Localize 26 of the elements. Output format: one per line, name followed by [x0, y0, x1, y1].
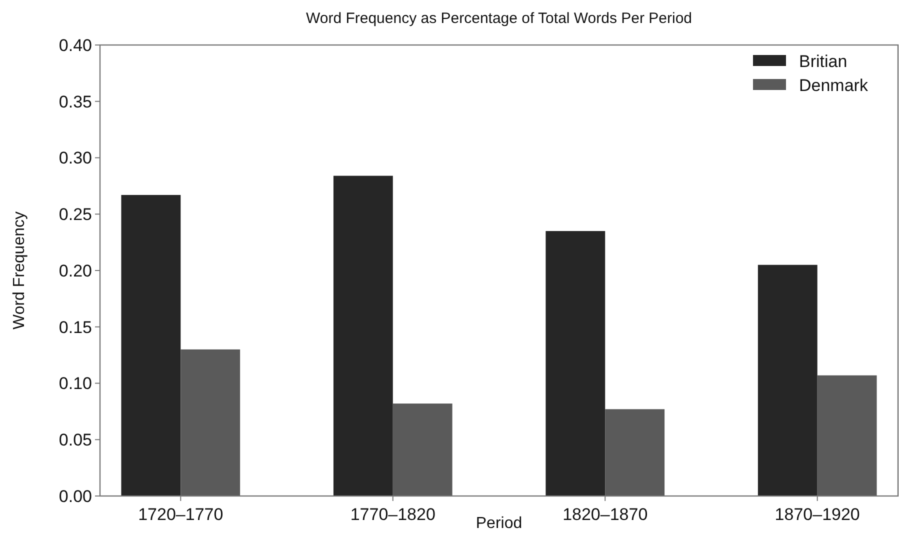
bar: [333, 176, 393, 496]
bar: [546, 231, 606, 496]
y-tick-label: 0.00: [58, 486, 92, 506]
x-tick-label: 1870–1920: [774, 505, 860, 524]
chart-title: Word Frequency as Percentage of Total Words Per Period: [306, 10, 692, 27]
y-tick-label: 0.05: [58, 430, 92, 450]
x-tick-label: 1820–1870: [562, 505, 648, 524]
bar: [758, 264, 818, 496]
x-tick-label: 1770–1820: [350, 505, 436, 524]
bar: [121, 194, 181, 496]
bar: [392, 404, 452, 496]
y-tick-label: 0.25: [58, 205, 92, 224]
bar: [180, 349, 240, 496]
x-tick-label: 1720–1770: [138, 505, 224, 524]
y-tick-label: 0.35: [58, 92, 92, 112]
y-tick-label: 0.15: [58, 318, 92, 337]
bar: [817, 375, 877, 496]
y-tick-label: 0.30: [58, 148, 92, 168]
bar: [605, 409, 665, 496]
y-tick-label: 0.40: [58, 36, 92, 55]
legend-label: Britian: [799, 52, 848, 71]
x-axis-title: Period: [476, 515, 522, 532]
y-tick-label: 0.10: [58, 374, 92, 394]
legend-label: Denmark: [799, 76, 868, 95]
y-tick-label: 0.20: [58, 261, 92, 280]
y-axis-title: Word Frequency: [11, 212, 28, 330]
